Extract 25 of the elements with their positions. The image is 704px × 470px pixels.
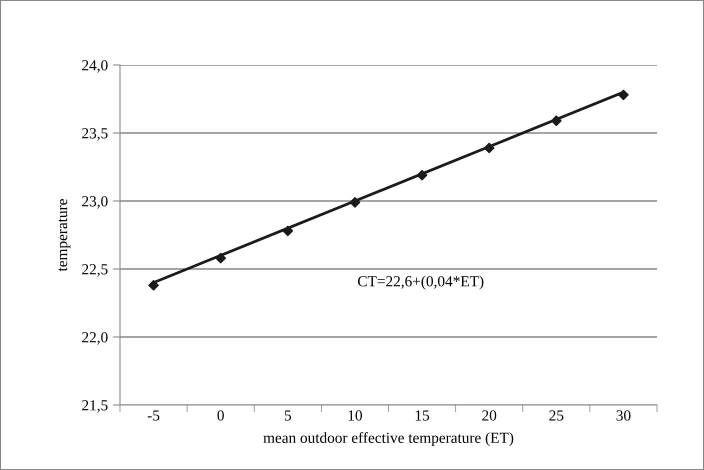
x-tick-label: 15: [416, 410, 430, 421]
y-axis-title: temperature: [58, 199, 70, 272]
x-tick-label: 25: [549, 410, 564, 421]
point: [215, 252, 226, 264]
x-tick-label: 20: [482, 410, 496, 421]
y-tick-label: 23,5: [82, 128, 108, 141]
y-tick-label: 21,5: [82, 400, 108, 413]
x-tick-label: 0: [217, 410, 224, 421]
y-tick-label: 24,0: [82, 60, 108, 73]
x-tick-label: 30: [616, 410, 630, 421]
x-axis-title: mean outdoor effective temperature (ET): [263, 432, 514, 446]
y-tick-label: 23,0: [82, 196, 108, 209]
y-tick-label: 22,0: [82, 332, 108, 345]
point: [148, 280, 159, 291]
x-tick-label: 10: [348, 410, 362, 421]
point: [350, 197, 360, 208]
x-tick-label: 5: [284, 410, 292, 421]
point: [484, 142, 494, 154]
point: [416, 170, 428, 180]
point: [618, 90, 629, 100]
x-tick-label: -5: [148, 410, 160, 421]
point: [282, 226, 294, 236]
annotation: CT=22,6+(0,04*ET): [358, 276, 484, 290]
point: [551, 115, 562, 126]
y-tick-label: 22,5: [82, 264, 108, 277]
